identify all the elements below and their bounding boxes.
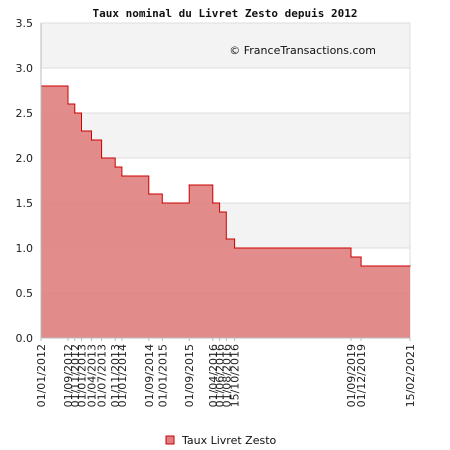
legend: Taux Livret Zesto: [165, 434, 277, 447]
y-tick-label: 1.5: [16, 197, 34, 210]
data-point: [121, 175, 123, 177]
chart-credit: © FranceTransactions.com: [229, 44, 376, 57]
y-tick-label: 3.5: [16, 17, 34, 30]
y-tick-label: 0.5: [16, 287, 34, 300]
data-point: [225, 238, 227, 240]
y-tick-label: 1.0: [16, 242, 34, 255]
x-tick-label: 01/01/2014: [116, 344, 129, 407]
data-point: [100, 157, 103, 159]
x-tick-label: 15/10/2016: [229, 344, 242, 407]
x-tick-label: 01/04/2013: [85, 344, 98, 407]
series-area: [40, 85, 411, 338]
data-point: [80, 130, 83, 132]
data-point: [114, 166, 116, 168]
x-tick-label: 01/01/2013: [76, 344, 89, 407]
y-tick-label: 3.0: [16, 62, 34, 75]
data-point: [90, 139, 93, 141]
x-tick-label: 01/09/2012: [62, 344, 75, 407]
grid-band: [41, 113, 410, 158]
y-tick-label: 0.0: [16, 332, 34, 345]
chart-title: Taux nominal du Livret Zesto depuis 2012: [93, 7, 358, 20]
x-tick-label: 01/08/2016: [220, 344, 233, 407]
x-tick-label: 01/01/2015: [156, 344, 169, 407]
legend-label: Taux Livret Zesto: [181, 434, 277, 447]
x-tick-label: 01/09/2019: [345, 344, 358, 407]
x-axis-ticks: 01/01/2012 01/09/201201/11/201201/01/2013…: [35, 338, 417, 407]
data-point: [360, 265, 362, 267]
data-point: [212, 202, 214, 204]
data-point: [234, 247, 236, 249]
y-axis-ticks: 0.0 0.5 1.0 1.5 2.0 2.5 3.0 3.5: [16, 17, 34, 345]
data-point: [409, 265, 411, 267]
grid-band: [41, 23, 410, 68]
data-point: [161, 202, 163, 204]
x-tick-label: 01/01/2012: [35, 344, 48, 407]
x-tick-label: 01/09/2015: [183, 344, 196, 407]
x-tick-label: 01/04/2016: [207, 344, 220, 407]
data-point: [148, 193, 150, 195]
x-tick-label: 15/02/2021: [404, 344, 417, 407]
x-tick-label: 01/12/2019: [355, 344, 368, 407]
data-point: [67, 103, 69, 105]
axes: [40, 23, 410, 339]
data-point: [74, 112, 76, 114]
x-tick-label: 01/09/2014: [143, 344, 156, 407]
data-point: [188, 184, 190, 186]
y-tick-label: 2.5: [16, 107, 34, 120]
y-tick-label: 2.0: [16, 152, 34, 165]
x-tick-label: 01/06/2016: [214, 344, 227, 407]
series-line: [41, 85, 410, 267]
x-tick-label: 01/07/2013: [96, 344, 109, 407]
data-point: [218, 211, 221, 213]
x-tick-label: 01/11/2012: [69, 344, 82, 407]
x-tick-label: 01/11/2013: [109, 344, 122, 407]
legend-swatch: [165, 435, 175, 445]
data-point: [350, 256, 352, 258]
